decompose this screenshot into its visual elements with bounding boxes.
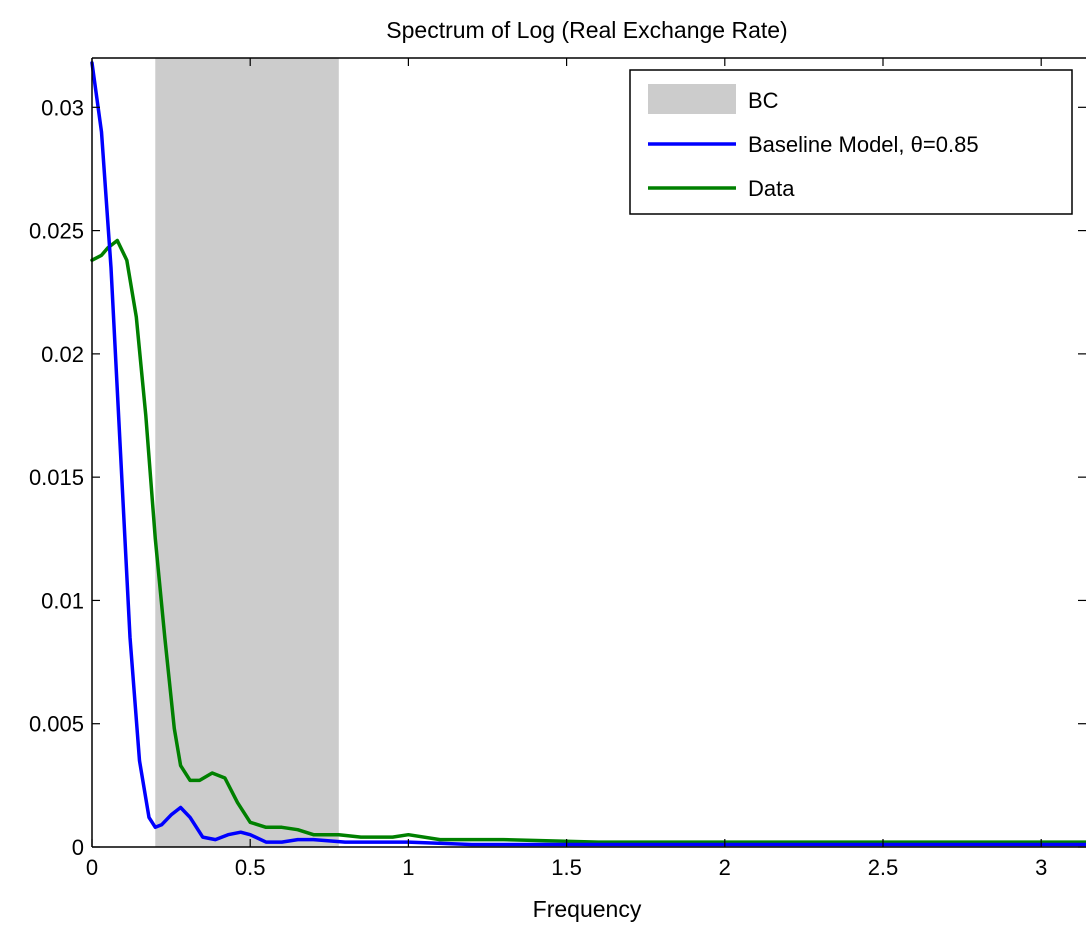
x-tick-label: 2 bbox=[719, 855, 731, 880]
x-axis-label: Frequency bbox=[533, 896, 642, 922]
x-tick-label: 0.5 bbox=[235, 855, 266, 880]
y-tick-label: 0.025 bbox=[29, 219, 84, 244]
legend: BC Baseline Model, θ=0.85 Data bbox=[630, 70, 1072, 214]
x-tick-label: 1 bbox=[402, 855, 414, 880]
y-tick-label: 0.03 bbox=[41, 95, 84, 120]
bc-band-layer bbox=[155, 58, 339, 847]
y-tick-label: 0.015 bbox=[29, 465, 84, 490]
legend-label: BC bbox=[748, 88, 779, 113]
bc-band bbox=[155, 58, 339, 847]
y-tick-label: 0 bbox=[72, 835, 84, 860]
legend-label: Data bbox=[748, 176, 795, 201]
y-tick-label: 0.01 bbox=[41, 588, 84, 613]
y-tick-label: 0.005 bbox=[29, 712, 84, 737]
y-tick-label: 0.02 bbox=[41, 342, 84, 367]
legend-label: Baseline Model, θ=0.85 bbox=[748, 132, 979, 157]
x-tick-label: 3 bbox=[1035, 855, 1047, 880]
x-tick-label: 0 bbox=[86, 855, 98, 880]
chart-title: Spectrum of Log (Real Exchange Rate) bbox=[386, 17, 787, 43]
x-tick-label: 2.5 bbox=[868, 855, 899, 880]
x-tick-label: 1.5 bbox=[551, 855, 582, 880]
legend-swatch-bc bbox=[648, 84, 736, 114]
